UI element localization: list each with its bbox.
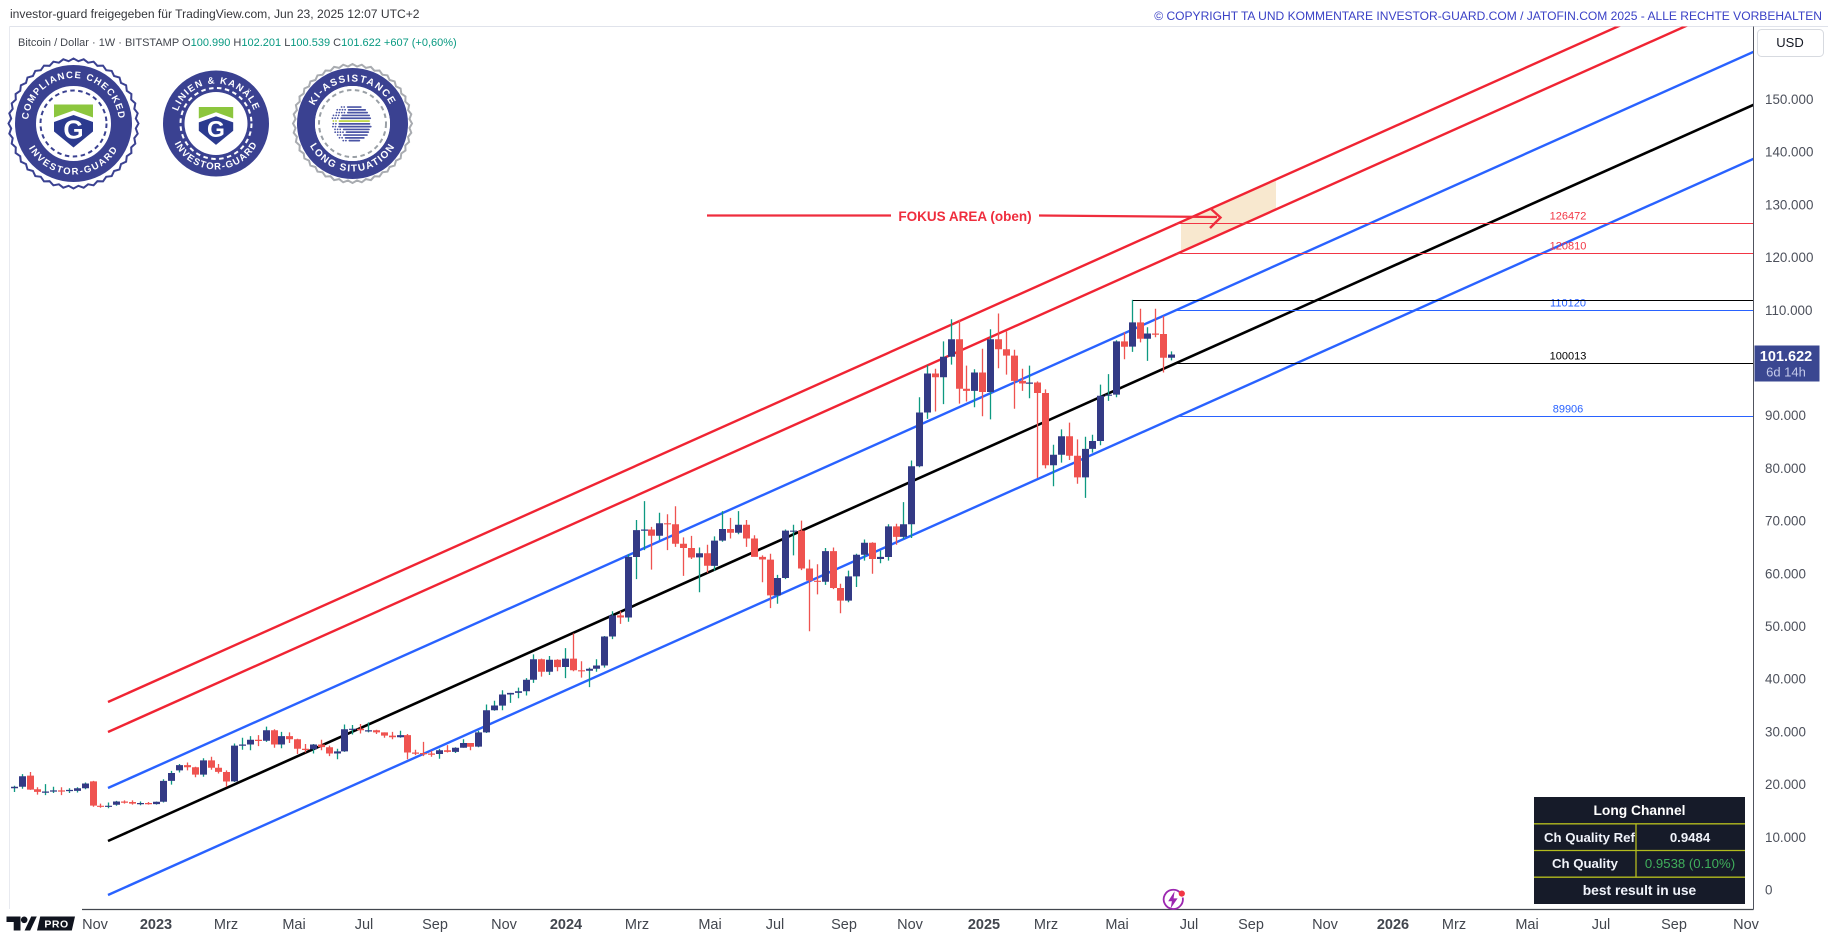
svg-text:Jul: Jul (1180, 917, 1199, 933)
svg-text:Mrz: Mrz (1442, 917, 1466, 933)
svg-text:150.000: 150.000 (1765, 92, 1813, 107)
svg-text:Sep: Sep (831, 917, 857, 933)
svg-text:130.000: 130.000 (1765, 197, 1813, 212)
svg-text:0: 0 (1765, 883, 1772, 898)
svg-text:Mai: Mai (698, 917, 721, 933)
svg-text:70.000: 70.000 (1765, 514, 1806, 529)
svg-text:2023: 2023 (140, 917, 172, 933)
svg-text:0.9484: 0.9484 (1670, 830, 1711, 845)
svg-text:126472: 126472 (1550, 211, 1587, 223)
svg-text:Nov: Nov (1733, 917, 1760, 933)
svg-text:Sep: Sep (1238, 917, 1264, 933)
svg-text:Mai: Mai (1105, 917, 1128, 933)
svg-text:0.9538 (0.10%): 0.9538 (0.10%) (1645, 856, 1735, 871)
svg-text:Sep: Sep (422, 917, 448, 933)
svg-text:Ch Quality: Ch Quality (1552, 856, 1619, 871)
svg-text:110.000: 110.000 (1765, 303, 1812, 318)
svg-text:120.000: 120.000 (1765, 250, 1813, 265)
svg-text:2026: 2026 (1377, 917, 1409, 933)
svg-text:60.000: 60.000 (1765, 566, 1806, 581)
svg-text:89906: 89906 (1553, 404, 1584, 416)
svg-text:6d 14h: 6d 14h (1766, 365, 1806, 380)
svg-text:Jul: Jul (766, 917, 785, 933)
svg-text:110120: 110120 (1550, 298, 1586, 310)
svg-text:Mai: Mai (1515, 917, 1538, 933)
svg-text:G: G (63, 115, 83, 145)
svg-text:140.000: 140.000 (1765, 145, 1813, 160)
svg-text:PRO: PRO (44, 919, 68, 931)
svg-text:30.000: 30.000 (1765, 724, 1806, 739)
svg-text:100013: 100013 (1550, 351, 1587, 363)
svg-text:USD: USD (1776, 35, 1803, 50)
svg-text:120810: 120810 (1550, 241, 1587, 253)
svg-text:2025: 2025 (968, 917, 1000, 933)
svg-text:Nov: Nov (1312, 917, 1339, 933)
svg-text:101.622: 101.622 (1760, 349, 1812, 365)
svg-text:Bitcoin / Dollar · 1W · BITSTA: Bitcoin / Dollar · 1W · BITSTAMP O100.99… (18, 37, 457, 49)
svg-text:Nov: Nov (82, 917, 109, 933)
svg-text:© COPYRIGHT TA UND KOMMENTARE: © COPYRIGHT TA UND KOMMENTARE INVESTOR-G… (1154, 9, 1822, 23)
svg-text:Sep: Sep (1661, 917, 1687, 933)
svg-text:80.000: 80.000 (1765, 461, 1806, 476)
svg-text:Mrz: Mrz (1034, 917, 1058, 933)
svg-text:Jul: Jul (355, 917, 374, 933)
svg-text:Mai: Mai (282, 917, 305, 933)
svg-text:40.000: 40.000 (1765, 672, 1806, 687)
svg-text:best result in use: best result in use (1583, 883, 1697, 898)
svg-text:Mrz: Mrz (625, 917, 649, 933)
svg-text:Ch Quality Ref: Ch Quality Ref (1544, 830, 1635, 845)
svg-text:10.000: 10.000 (1765, 830, 1806, 845)
svg-text:Jul: Jul (1592, 917, 1611, 933)
svg-text:Nov: Nov (897, 917, 924, 933)
svg-text:90.000: 90.000 (1765, 408, 1806, 423)
svg-text:50.000: 50.000 (1765, 619, 1806, 634)
svg-text:Long Channel: Long Channel (1594, 803, 1686, 818)
svg-text:FOKUS AREA (oben): FOKUS AREA (oben) (898, 209, 1031, 224)
svg-text:Nov: Nov (491, 917, 518, 933)
svg-text:2024: 2024 (550, 917, 582, 933)
svg-text:Mrz: Mrz (214, 917, 238, 933)
svg-text:G: G (207, 116, 225, 142)
svg-text:investor-guard freigegeben für: investor-guard freigegeben für TradingVi… (10, 7, 420, 21)
svg-text:20.000: 20.000 (1765, 777, 1806, 792)
